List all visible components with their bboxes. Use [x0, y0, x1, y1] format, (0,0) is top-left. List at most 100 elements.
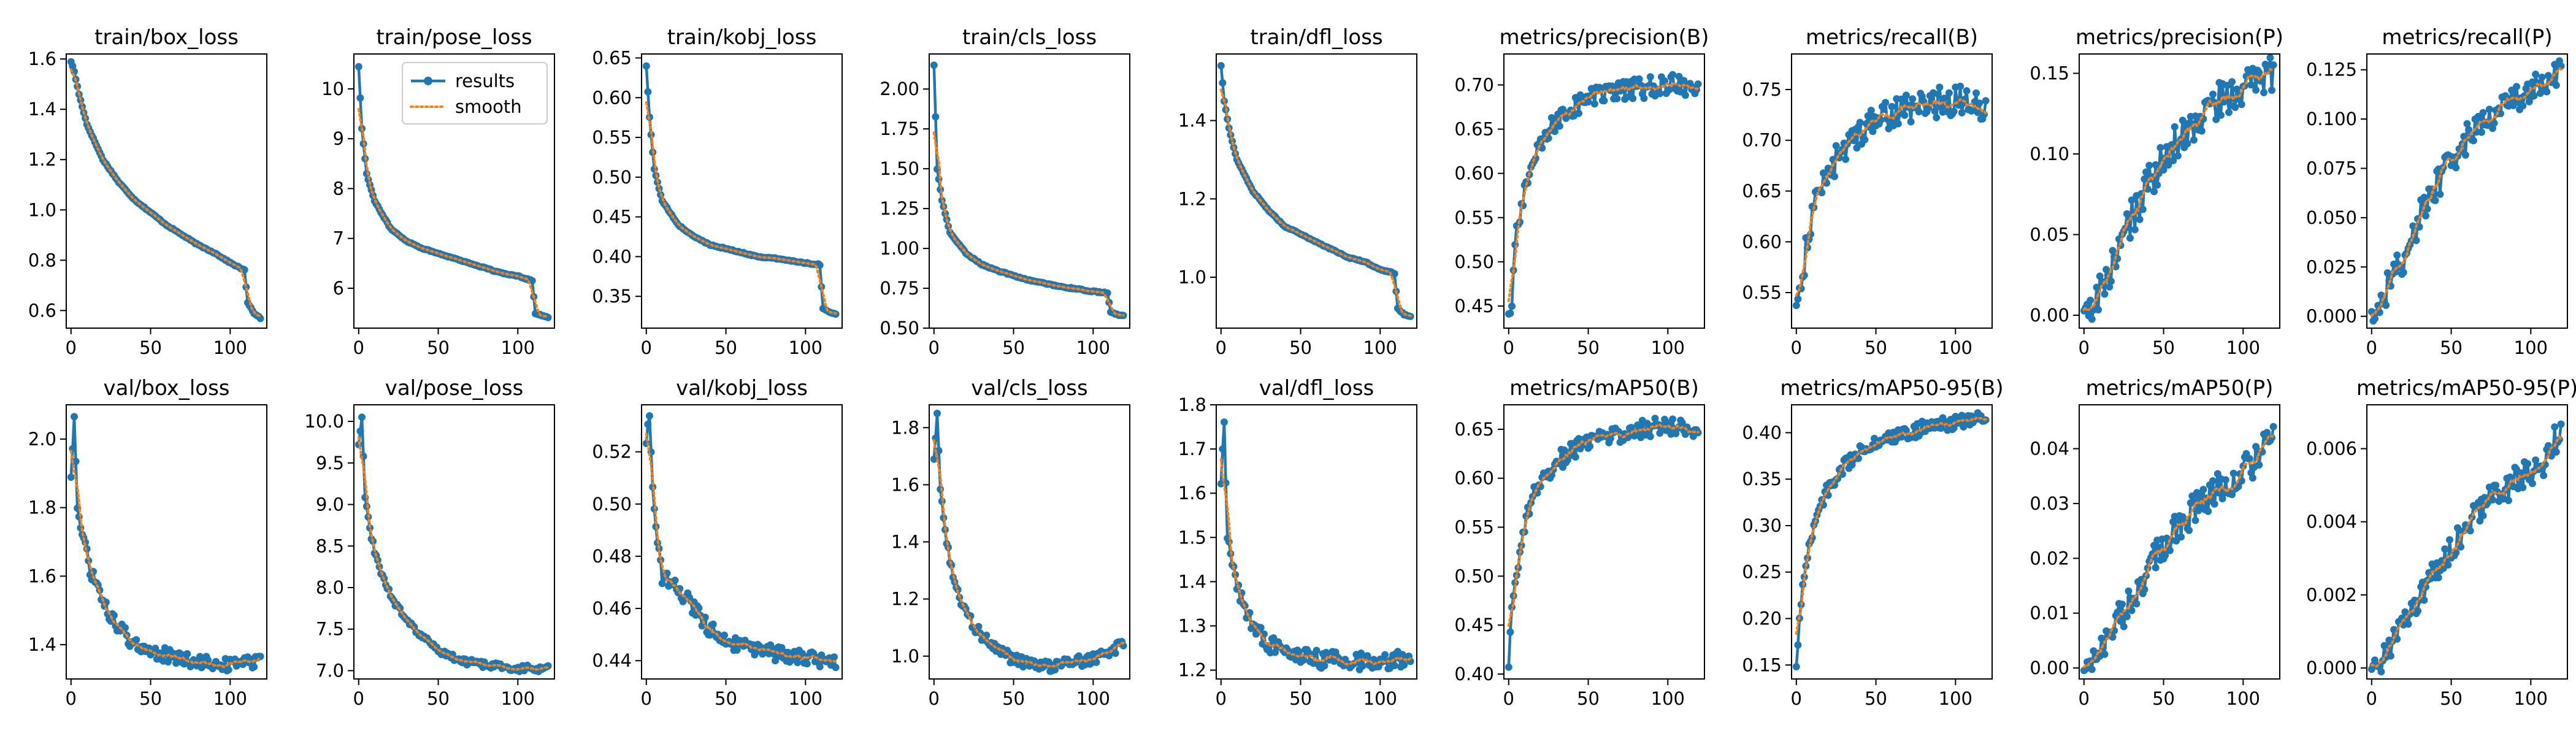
y-tick-label: 7.5 [316, 619, 344, 640]
subplot-title: metrics/precision(P) [2076, 25, 2283, 50]
x-tick-label: 0 [2366, 688, 2377, 709]
y-tick-label: 0.00 [2030, 305, 2069, 326]
data-point [2485, 105, 2493, 113]
data-point [2543, 88, 2551, 96]
data-point [2161, 551, 2169, 559]
data-point [2431, 196, 2439, 204]
data-point [1839, 470, 1846, 478]
data-point [2128, 607, 2136, 615]
data-point [2217, 111, 2225, 119]
data-point [2233, 85, 2241, 93]
plot-area [67, 58, 264, 323]
y-tick-label: 0.45 [1454, 615, 1494, 635]
x-tick-label: 0 [641, 337, 652, 358]
data-point [1586, 442, 1594, 450]
subplot-train-dfl-loss: train/dfl_loss 0 50 100 1.0 1.2 1.4 [1178, 25, 1417, 358]
data-point [2087, 296, 2095, 304]
data-point [2399, 269, 2407, 277]
data-point [2166, 546, 2174, 554]
y-tick-label: 0.60 [592, 87, 632, 108]
series-smooth-line [932, 131, 1125, 317]
data-point [1681, 91, 1689, 99]
data-point [2540, 472, 2548, 480]
data-point [1400, 661, 1408, 669]
data-point [2452, 549, 2460, 557]
y-tick-label: 0.000 [2306, 657, 2357, 678]
data-point [2199, 486, 2207, 494]
data-point [356, 94, 364, 102]
data-point [1635, 75, 1643, 83]
x-tick-label: 0 [353, 337, 364, 358]
data-point [2190, 498, 2198, 506]
data-point [1092, 658, 1100, 666]
legend-smooth-label: smooth [455, 96, 522, 117]
data-point [1834, 475, 1842, 483]
data-point [224, 666, 232, 674]
x-tick-label: 50 [139, 337, 162, 358]
data-point [1915, 108, 1923, 116]
y-tick-label: 0.002 [2306, 585, 2357, 605]
data-point [2156, 144, 2164, 151]
data-point [2505, 497, 2512, 504]
data-point [1950, 107, 1958, 115]
data-point [1656, 90, 1664, 98]
data-point [2260, 88, 2267, 96]
data-point [2247, 81, 2255, 89]
plot-area [2367, 420, 2565, 676]
data-point [1019, 663, 1027, 671]
data-point [701, 613, 709, 621]
data-point [2457, 543, 2465, 551]
y-tick-label: 0.50 [880, 318, 919, 339]
y-tick-label: 0.60 [1742, 231, 1782, 252]
data-point [2255, 461, 2263, 469]
data-point [830, 653, 838, 661]
data-point [1869, 128, 1877, 136]
data-point [355, 63, 362, 71]
y-tick-label: 9.0 [316, 494, 344, 515]
data-point [2524, 460, 2532, 468]
data-point [151, 645, 159, 653]
data-point [132, 636, 140, 644]
y-tick-label: 1.8 [1178, 394, 1206, 415]
data-point [932, 113, 940, 121]
x-tick-label: 50 [1002, 337, 1025, 358]
subplot-title: train/dfl_loss [1250, 25, 1382, 50]
data-point [2479, 109, 2487, 117]
data-point [1831, 172, 1839, 180]
data-point [2118, 600, 2126, 608]
data-point [2128, 196, 2136, 204]
data-point [2160, 166, 2168, 174]
y-tick-label: 1.4 [891, 532, 919, 553]
data-point [2538, 74, 2546, 81]
subplot-metrics-map50-95-p-: metrics/mAP50-95(P) 0 50 100 0.000 0.002 0.004… [2306, 376, 2576, 709]
x-tick-label: 50 [2440, 337, 2463, 358]
data-point [1972, 89, 1980, 97]
data-point [2150, 188, 2158, 196]
data-point [1613, 94, 1621, 102]
subplot-train-pose-loss: train/pose_loss 0 50 100 6 7 8 9 10 results smooth [321, 25, 555, 358]
data-point [644, 88, 652, 96]
data-point [1217, 62, 1225, 70]
series-smooth-line [1795, 416, 1987, 635]
data-point [2519, 483, 2527, 491]
data-point [1934, 90, 1942, 98]
data-point [1390, 270, 1398, 278]
data-point [1669, 71, 1677, 79]
data-point [671, 577, 679, 585]
data-point [1640, 94, 1648, 102]
data-point [1506, 309, 1514, 317]
y-tick-label: 0.00 [2030, 657, 2069, 678]
axes-frame [1791, 404, 1993, 680]
x-tick-label: 0 [2079, 688, 2090, 709]
data-point [2149, 550, 2156, 558]
x-tick-label: 0 [1503, 337, 1514, 358]
data-point [975, 623, 983, 631]
data-point [2101, 290, 2109, 298]
x-tick-label: 50 [715, 688, 737, 709]
data-point [2252, 86, 2260, 94]
data-point [937, 485, 945, 493]
y-tick-label: 0.15 [1742, 654, 1782, 675]
data-point [1819, 169, 1827, 177]
